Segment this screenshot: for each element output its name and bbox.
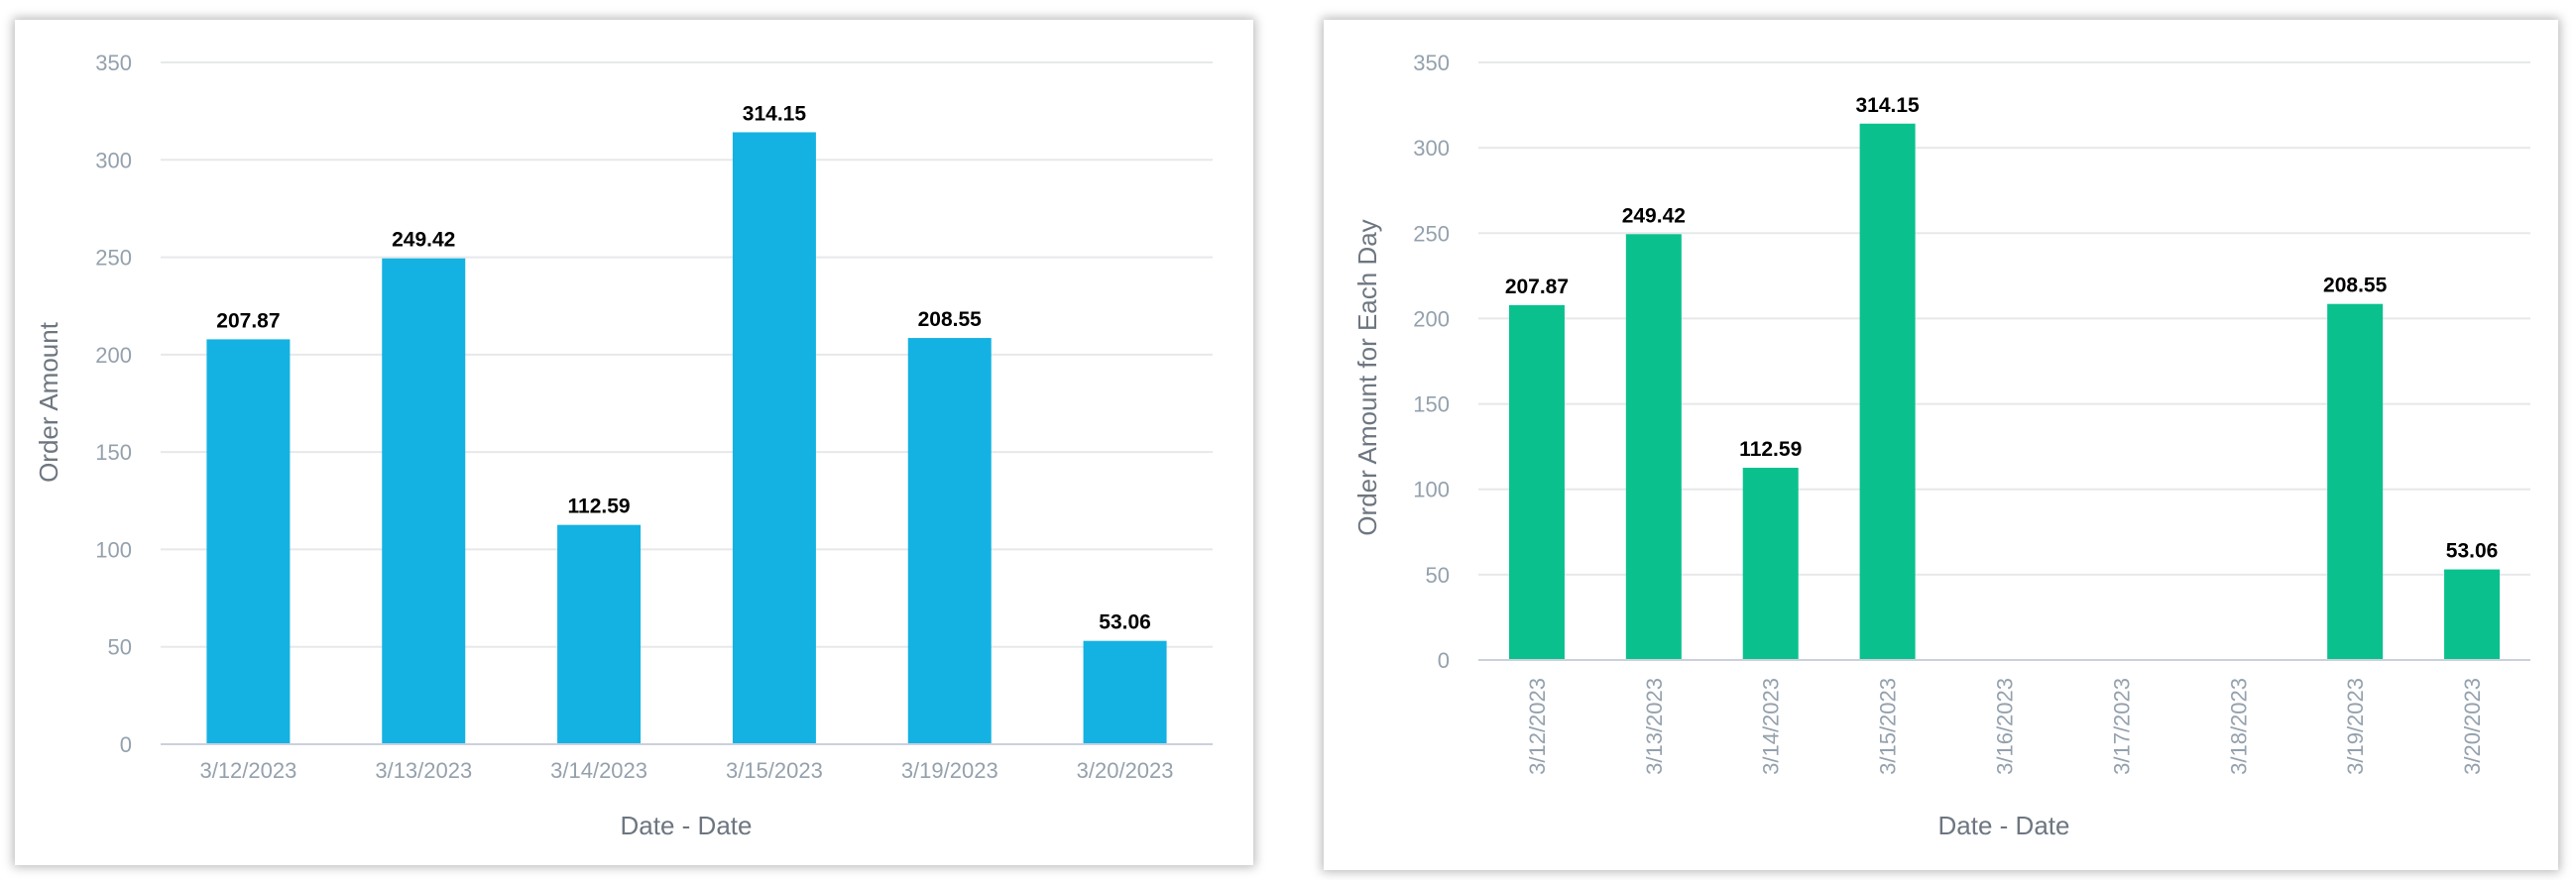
data-label: 208.55: [2323, 275, 2388, 297]
x-tick-label: 3/13/2023: [1642, 678, 1667, 775]
x-tick-label: 3/20/2023: [2460, 678, 2485, 775]
data-label: 207.87: [1505, 275, 1569, 298]
y-tick-label: 200: [95, 343, 132, 368]
y-tick-label: 350: [95, 51, 132, 75]
bar: [1625, 234, 1682, 660]
bar: [732, 132, 816, 745]
x-tick-label: 3/12/2023: [199, 758, 296, 783]
data-label: 208.55: [918, 308, 983, 331]
y-tick-label: 150: [95, 440, 132, 465]
y-tick-label: 50: [108, 635, 132, 660]
bar: [1508, 304, 1565, 660]
y-tick-label: 100: [1413, 478, 1450, 502]
y-tick-label: 50: [1426, 563, 1450, 588]
bar: [2444, 569, 2501, 660]
y-tick-label: 100: [95, 537, 132, 562]
data-label: 314.15: [743, 102, 807, 125]
y-tick-label: 250: [95, 246, 132, 271]
x-tick-label: 3/18/2023: [2226, 678, 2251, 775]
x-tick-label: 3/16/2023: [1993, 678, 2018, 775]
x-tick-label: 3/17/2023: [2109, 678, 2134, 775]
x-axis-title: Date - Date: [621, 811, 753, 840]
y-tick-label: 0: [1438, 648, 1450, 673]
x-tick-label: 3/19/2023: [2343, 678, 2368, 775]
x-tick-label: 3/14/2023: [550, 758, 647, 783]
bar: [1742, 468, 1799, 660]
bar: [557, 524, 642, 744]
data-label: 249.42: [1622, 204, 1686, 227]
y-tick-label: 0: [120, 732, 132, 757]
data-label: 207.87: [216, 309, 280, 332]
x-tick-label: 3/20/2023: [1077, 758, 1174, 783]
x-tick-label: 3/19/2023: [901, 758, 998, 783]
bar: [206, 339, 291, 744]
y-tick-label: 300: [95, 148, 132, 172]
x-tick-label: 3/14/2023: [1759, 678, 1784, 775]
x-tick-label: 3/15/2023: [726, 758, 823, 783]
y-tick-label: 250: [1413, 221, 1450, 246]
data-label: 112.59: [1739, 438, 1802, 461]
data-label: 53.06: [1099, 611, 1151, 634]
data-label: 53.06: [2446, 540, 2499, 563]
data-label: 112.59: [568, 495, 631, 518]
x-tick-label: 3/13/2023: [375, 758, 472, 783]
x-tick-label: 3/15/2023: [1876, 678, 1901, 775]
data-label: 314.15: [1855, 94, 1920, 117]
x-axis-title: Date - Date: [1938, 811, 2070, 840]
data-label: 249.42: [392, 229, 455, 252]
bar: [907, 338, 992, 744]
y-tick-label: 300: [1413, 136, 1450, 161]
y-tick-label: 200: [1413, 306, 1450, 331]
x-tick-label: 3/12/2023: [1525, 678, 1550, 775]
bar: [2327, 303, 2384, 660]
y-axis-title: Order Amount: [34, 321, 63, 483]
bar: [1859, 123, 1916, 661]
bar: [1083, 640, 1167, 744]
y-tick-label: 150: [1413, 392, 1450, 417]
y-axis-title: Order Amount for Each Day: [1352, 219, 1382, 535]
y-tick-label: 350: [1413, 51, 1450, 75]
bar: [382, 258, 466, 744]
